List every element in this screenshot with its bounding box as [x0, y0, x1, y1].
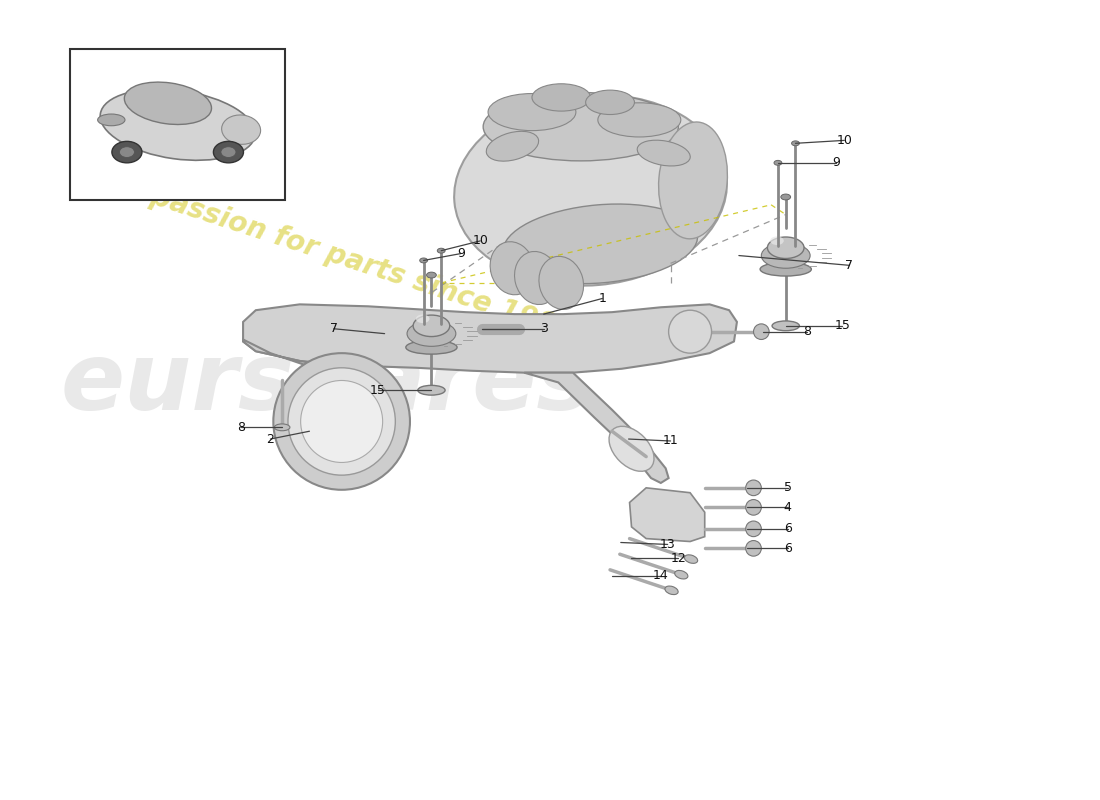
Ellipse shape [515, 251, 559, 305]
Ellipse shape [406, 341, 458, 354]
Text: 15: 15 [370, 384, 386, 397]
Ellipse shape [414, 315, 450, 337]
Ellipse shape [438, 248, 446, 253]
Circle shape [300, 381, 383, 462]
Ellipse shape [664, 586, 678, 594]
Ellipse shape [532, 84, 591, 111]
Ellipse shape [585, 90, 635, 114]
Polygon shape [629, 488, 705, 542]
Ellipse shape [221, 146, 235, 158]
Text: 9: 9 [833, 156, 840, 170]
Circle shape [669, 310, 712, 353]
Ellipse shape [491, 242, 535, 294]
Polygon shape [243, 304, 737, 373]
Text: a passion for parts since 1985: a passion for parts since 1985 [120, 174, 578, 346]
Text: 11: 11 [662, 434, 679, 447]
Ellipse shape [684, 555, 697, 563]
Ellipse shape [221, 115, 261, 144]
Text: 12: 12 [671, 552, 686, 565]
Circle shape [746, 499, 761, 515]
Text: 7: 7 [330, 322, 338, 335]
Ellipse shape [488, 94, 576, 130]
Text: 6: 6 [783, 542, 792, 555]
Text: 9: 9 [456, 247, 464, 260]
Circle shape [746, 521, 761, 537]
Circle shape [746, 541, 761, 556]
Ellipse shape [100, 90, 255, 160]
Ellipse shape [768, 237, 804, 258]
Ellipse shape [609, 426, 654, 471]
Text: 2: 2 [266, 433, 274, 446]
Ellipse shape [539, 256, 584, 310]
Circle shape [288, 368, 395, 475]
Ellipse shape [774, 160, 782, 166]
Ellipse shape [120, 146, 134, 158]
Text: 13: 13 [660, 538, 675, 551]
Ellipse shape [407, 321, 455, 346]
Text: 10: 10 [472, 234, 488, 247]
Text: 15: 15 [835, 319, 850, 332]
Polygon shape [243, 339, 359, 468]
Ellipse shape [416, 314, 429, 323]
Ellipse shape [486, 131, 539, 161]
Text: eurspares: eurspares [60, 338, 593, 430]
Ellipse shape [454, 94, 727, 286]
Text: 1: 1 [598, 292, 606, 305]
Ellipse shape [427, 272, 437, 278]
Bar [70, 49, 285, 200]
Ellipse shape [674, 570, 688, 579]
Ellipse shape [418, 386, 446, 395]
Text: 7: 7 [845, 259, 854, 272]
Text: 4: 4 [783, 501, 792, 514]
Text: 5: 5 [783, 482, 792, 494]
Ellipse shape [483, 93, 679, 161]
Ellipse shape [98, 114, 125, 126]
Circle shape [746, 480, 761, 496]
Ellipse shape [637, 140, 690, 166]
Polygon shape [525, 373, 669, 483]
Text: 8: 8 [803, 325, 811, 338]
Ellipse shape [274, 424, 290, 430]
Text: 14: 14 [653, 569, 669, 582]
Text: 3: 3 [540, 322, 548, 335]
Ellipse shape [760, 262, 812, 276]
Circle shape [273, 353, 410, 490]
Ellipse shape [772, 321, 800, 330]
Ellipse shape [124, 82, 211, 125]
Ellipse shape [761, 243, 810, 268]
Ellipse shape [597, 103, 681, 137]
Ellipse shape [781, 194, 791, 200]
Text: 8: 8 [238, 421, 245, 434]
Ellipse shape [503, 204, 697, 284]
Ellipse shape [112, 142, 142, 163]
Ellipse shape [659, 122, 727, 239]
Ellipse shape [792, 141, 800, 146]
Ellipse shape [770, 237, 784, 245]
Circle shape [754, 324, 769, 339]
Ellipse shape [213, 142, 243, 163]
Text: 10: 10 [836, 134, 852, 147]
Text: 6: 6 [783, 522, 792, 535]
Ellipse shape [420, 258, 428, 263]
